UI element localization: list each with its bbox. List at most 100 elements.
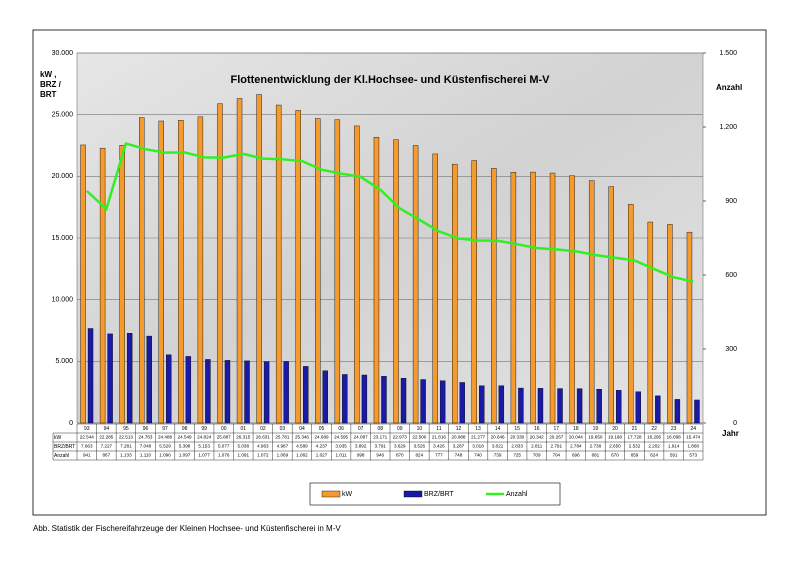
- table-cell: 1.097: [179, 453, 191, 458]
- table-row-label: kW: [54, 435, 62, 441]
- x-tick-label: 23: [671, 426, 677, 432]
- table-cell: 1.072: [257, 453, 269, 458]
- x-tick-label: 19: [593, 426, 599, 432]
- table-cell: 22.544: [80, 435, 94, 440]
- table-cell: 19.168: [608, 435, 622, 440]
- bar: [303, 366, 309, 424]
- table-cell: 1.091: [238, 453, 250, 458]
- table-cell: 4.589: [296, 444, 308, 449]
- bar: [510, 172, 517, 424]
- table-cell: 704: [552, 453, 560, 458]
- table-cell: 24.087: [354, 435, 368, 440]
- bar: [694, 399, 700, 424]
- x-tick-label: 11: [436, 426, 441, 432]
- y2-tick-label: 1.500: [719, 50, 737, 57]
- table-cell: 7.048: [140, 444, 152, 449]
- table-cell: 26.315: [236, 435, 250, 440]
- table-cell: 24.763: [138, 435, 152, 440]
- table-cell: 20.342: [530, 435, 544, 440]
- bar: [361, 374, 368, 424]
- table-cell: 3.526: [414, 444, 426, 449]
- table-cell: 24.488: [158, 435, 172, 440]
- table-cell: 4.237: [316, 444, 328, 449]
- table-cell: 709: [533, 453, 541, 458]
- x-tick-label: 24: [690, 426, 696, 432]
- table-cell: 3.935: [335, 444, 347, 449]
- y-tick-label: 0: [69, 420, 73, 427]
- table-cell: 1.914: [668, 444, 680, 449]
- table-cell: 22.513: [119, 435, 133, 440]
- bar: [99, 147, 106, 424]
- table-cell: 25.346: [295, 435, 309, 440]
- bar: [420, 379, 426, 424]
- bar: [616, 390, 622, 424]
- bar: [166, 354, 172, 424]
- bar: [596, 389, 602, 424]
- table-cell: 2.202: [648, 444, 660, 449]
- bar: [185, 356, 192, 424]
- bar: [569, 175, 575, 424]
- bar: [381, 376, 387, 424]
- y2-tick-label: 600: [725, 272, 737, 279]
- table-cell: 1.062: [296, 453, 308, 458]
- table-cell: 20.988: [451, 435, 465, 440]
- bar: [400, 378, 407, 424]
- bar: [412, 145, 419, 424]
- table-cell: 2.833: [511, 444, 523, 449]
- x-tick-label: 04: [299, 426, 305, 432]
- table-cell: 26.631: [256, 435, 270, 440]
- table-cell: 1.110: [140, 453, 152, 458]
- legend-label: Anzahl: [506, 491, 528, 498]
- x-tick-label: 03: [280, 426, 286, 432]
- table-cell: 4.987: [277, 444, 289, 449]
- bar: [557, 388, 563, 424]
- bar: [315, 118, 321, 424]
- y-tick-label: 10.000: [52, 297, 74, 304]
- legend-swatch: [321, 490, 341, 498]
- table-cell: 1.069: [277, 453, 289, 458]
- y2-tick-label: 0: [733, 420, 737, 427]
- table-cell: 19.650: [588, 435, 602, 440]
- table-cell: 3.287: [453, 444, 465, 449]
- x-tick-label: 94: [104, 426, 110, 432]
- bar: [628, 204, 634, 424]
- bar: [275, 104, 282, 424]
- bar: [393, 139, 399, 424]
- bar: [107, 333, 113, 424]
- x-tick-label: 01: [241, 426, 247, 432]
- x-tick-label: 12: [456, 426, 462, 432]
- table-cell: 2.791: [551, 444, 563, 449]
- y2-axis-label: Anzahl: [716, 83, 742, 92]
- x-tick-label: 07: [358, 426, 364, 432]
- x-tick-label: 16: [534, 426, 540, 432]
- bar: [667, 224, 673, 424]
- table-cell: 24.689: [315, 435, 329, 440]
- table-cell: 946: [376, 453, 384, 458]
- x-tick-label: 00: [221, 426, 227, 432]
- y-tick-label: 15.000: [52, 235, 74, 242]
- table-cell: 941: [83, 453, 91, 458]
- bar: [471, 160, 477, 424]
- table-cell: 681: [592, 453, 600, 458]
- bar: [518, 387, 524, 424]
- bar: [263, 361, 270, 424]
- table-cell: 2.650: [609, 444, 621, 449]
- bar: [295, 110, 301, 424]
- y2-tick-label: 300: [725, 346, 737, 353]
- table-row-label: BRZ/BRT: [54, 444, 75, 450]
- bar: [283, 361, 289, 424]
- table-cell: 659: [631, 453, 639, 458]
- bar: [244, 360, 250, 424]
- table-cell: 22.285: [99, 435, 113, 440]
- legend-label: kW: [342, 491, 353, 498]
- table-cell: 20.267: [549, 435, 563, 440]
- table-cell: 1.096: [159, 453, 171, 458]
- table-cell: 5.398: [179, 444, 191, 449]
- bar: [530, 171, 536, 424]
- x-tick-label: 22: [651, 426, 657, 432]
- table-cell: 24.549: [178, 435, 192, 440]
- y-tick-label: 5.000: [55, 358, 73, 365]
- bar: [432, 153, 438, 424]
- x-axis-label: Jahr: [722, 429, 739, 438]
- x-tick-label: 97: [162, 426, 168, 432]
